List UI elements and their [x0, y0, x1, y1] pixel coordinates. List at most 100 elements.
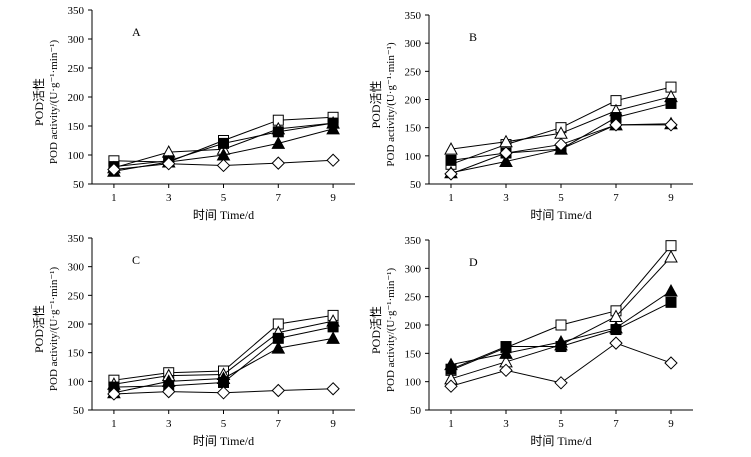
- filled-square-marker: [665, 296, 677, 308]
- panel-label: B: [469, 30, 477, 44]
- y-tick-label: 150: [405, 123, 422, 135]
- x-tick-label: 1: [448, 418, 454, 430]
- y-axis-label-en: POD activity/(U·g⁻¹·min⁻¹): [385, 268, 397, 393]
- open-diamond-marker: [107, 162, 121, 177]
- panel-label: C: [132, 253, 140, 267]
- x-tick-label: 3: [166, 192, 172, 204]
- filled-square-marker: [665, 97, 677, 109]
- x-tick-label: 9: [330, 418, 336, 430]
- y-tick-label: 200: [405, 95, 422, 107]
- filled-triangle-marker: [271, 341, 286, 354]
- filled-square-marker: [445, 154, 457, 166]
- y-tick-label: 350: [405, 10, 422, 22]
- open-triangle-marker: [444, 142, 458, 155]
- x-tick-label: 7: [613, 418, 619, 430]
- filled-triangle-marker: [444, 357, 458, 371]
- open-diamond-marker: [609, 336, 623, 350]
- x-tick-label: 7: [613, 192, 619, 204]
- open-square-marker: [665, 240, 677, 252]
- x-tick-label: 5: [221, 192, 227, 204]
- filled-square-marker: [218, 137, 229, 149]
- y-tick-label: 150: [68, 348, 85, 360]
- open-diamond-marker: [554, 376, 568, 390]
- y-axis-label-en: POD activity/(U·g⁻¹·min⁻¹): [385, 42, 397, 167]
- open-diamond-marker: [271, 156, 285, 170]
- open-diamond-marker: [664, 118, 678, 132]
- series-line-open-triangle: [450, 256, 672, 380]
- y-axis-label-cn: POD活性: [32, 305, 46, 353]
- open-diamond-marker: [216, 158, 231, 173]
- y-tick-label: 100: [68, 150, 85, 162]
- y-tick-label: 350: [68, 233, 85, 245]
- panel-a: 50 100 150 200 250 300 350 1 3 5 7 9 时间 Time/d POD活性 P…: [32, 5, 355, 222]
- open-diamond-marker: [499, 146, 513, 160]
- open-diamond-marker: [162, 384, 176, 399]
- y-tick-label: 100: [405, 377, 422, 389]
- x-tick-label: 5: [221, 418, 227, 430]
- y-tick-label: 350: [405, 235, 422, 247]
- y-axis-label-en: POD activity/(U·g⁻¹·min⁻¹): [48, 40, 60, 165]
- y-tick-label: 250: [405, 292, 422, 304]
- filled-triangle-marker: [609, 320, 623, 334]
- open-diamond-marker: [499, 363, 513, 378]
- filled-square-marker: [327, 321, 339, 333]
- panel-c: 50 100 150 200 250 300 350 1 3 5 7 9 时间 Time/d POD活性 P…: [32, 233, 355, 448]
- panel-b: 50 100 150 200 250 300 350 1 3 5 7 9 时间 Time/d POD活性 P…: [369, 10, 693, 222]
- x-tick-label: 5: [558, 418, 564, 430]
- x-tick-label: 9: [668, 418, 674, 430]
- y-tick-label: 300: [405, 263, 422, 275]
- open-diamond-marker: [664, 356, 678, 370]
- x-axis-label: 时间 Time/d: [193, 434, 254, 448]
- y-tick-label: 100: [405, 151, 422, 163]
- filled-triangle-marker: [326, 121, 340, 135]
- open-diamond-marker: [107, 387, 121, 401]
- x-axis-label: 时间 Time/d: [530, 208, 591, 222]
- open-diamond-marker: [162, 156, 176, 171]
- y-tick-label: 300: [68, 262, 85, 274]
- filled-triangle-marker: [499, 154, 513, 167]
- x-tick-label: 1: [111, 192, 117, 204]
- y-tick-label: 300: [405, 38, 422, 50]
- y-tick-label: 250: [68, 290, 85, 302]
- panel-d: 50 100 150 200 250 300 350 1 3 5 7 9 时间 Time/d POD活性 P…: [369, 235, 693, 448]
- x-tick-label: 7: [276, 192, 282, 204]
- open-diamond-marker: [609, 118, 623, 132]
- x-axis-label: 时间 Time/d: [193, 208, 254, 222]
- y-tick-label: 250: [68, 63, 85, 75]
- panel-label: D: [469, 255, 478, 269]
- x-tick-label: 3: [503, 418, 509, 430]
- y-tick-label: 150: [405, 348, 422, 360]
- y-tick-label: 200: [405, 320, 422, 332]
- y-axis-label-cn: POD活性: [32, 78, 46, 126]
- y-tick-label: 200: [68, 92, 85, 104]
- y-axis-label-cn: POD活性: [369, 306, 383, 354]
- x-tick-label: 3: [166, 418, 172, 430]
- open-diamond-marker: [326, 153, 340, 167]
- y-tick-label: 300: [68, 34, 85, 46]
- y-tick-label: 50: [73, 179, 85, 191]
- filled-triangle-marker: [326, 331, 340, 344]
- open-square-marker: [555, 319, 567, 331]
- y-tick-label: 150: [68, 121, 85, 133]
- y-tick-label: 50: [410, 405, 422, 417]
- open-diamond-marker: [326, 382, 340, 396]
- y-tick-label: 350: [68, 5, 85, 17]
- x-axis-label: 时间 Time/d: [530, 434, 591, 448]
- open-diamond-marker: [444, 167, 458, 181]
- x-tick-label: 9: [668, 192, 674, 204]
- open-diamond-marker: [554, 137, 568, 152]
- filled-triangle-marker: [664, 283, 678, 297]
- y-tick-label: 50: [73, 405, 85, 417]
- x-tick-label: 5: [558, 192, 564, 204]
- y-tick-label: 50: [410, 179, 422, 191]
- open-triangle-marker: [664, 249, 678, 263]
- y-tick-label: 100: [68, 376, 85, 388]
- filled-triangle-marker: [271, 136, 286, 149]
- open-diamond-marker: [271, 383, 285, 398]
- filled-square-marker: [272, 126, 284, 138]
- y-tick-label: 200: [68, 319, 85, 331]
- x-tick-label: 7: [276, 418, 282, 430]
- filled-triangle-marker: [499, 346, 513, 359]
- x-tick-label: 1: [448, 192, 454, 204]
